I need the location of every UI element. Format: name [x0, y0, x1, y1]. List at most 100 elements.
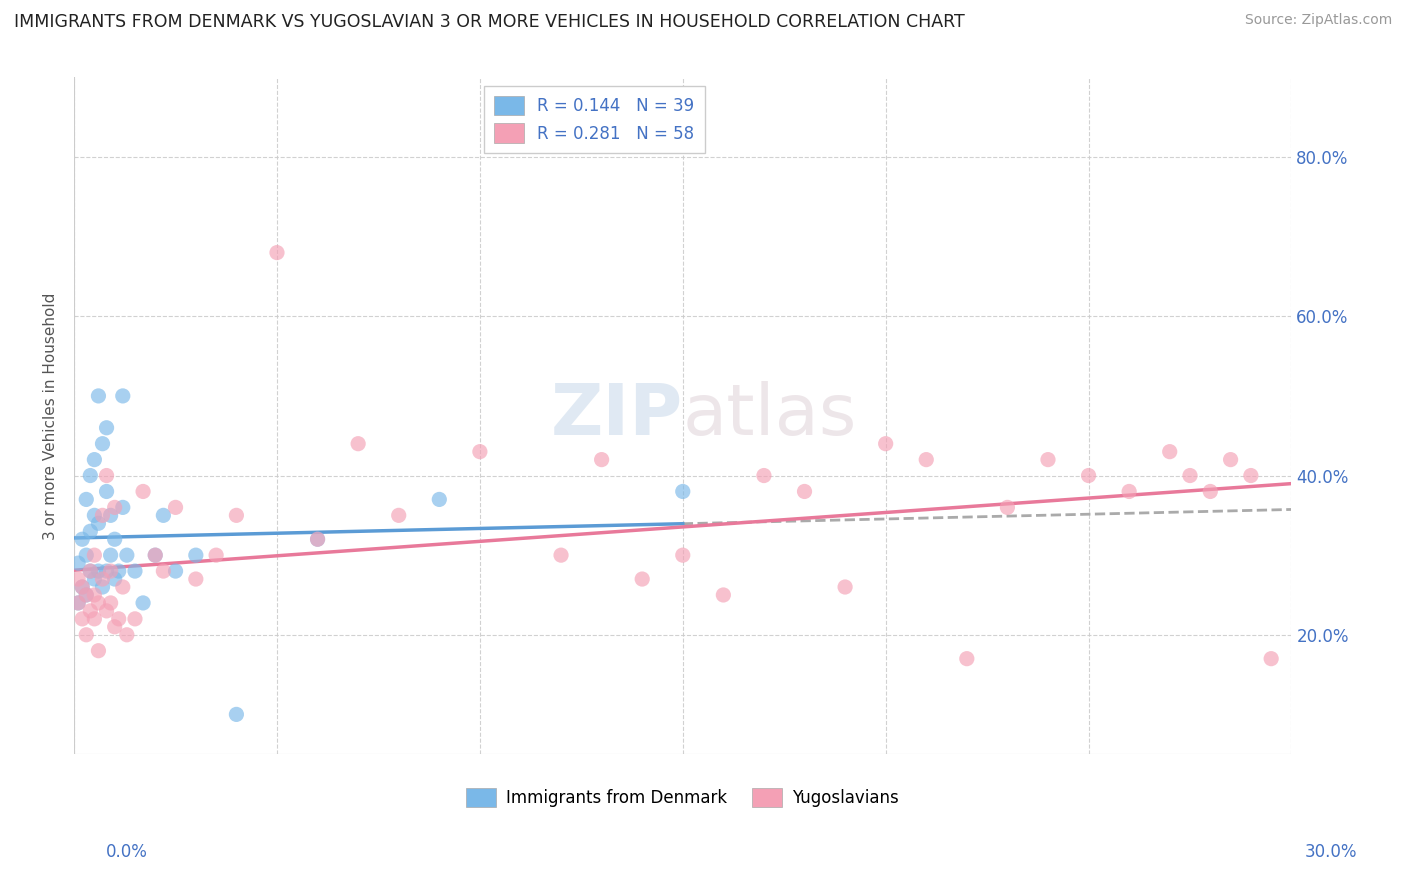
Point [1036, 452, 1059, 467]
Point [79, 524, 101, 539]
Legend: Immigrants from Denmark, Yugoslavians: Immigrants from Denmark, Yugoslavians [460, 781, 905, 814]
Point [75, 588, 97, 602]
Text: IMMIGRANTS FROM DENMARK VS YUGOSLAVIAN 3 OR MORE VEHICLES IN HOUSEHOLD CORRELATI: IMMIGRANTS FROM DENMARK VS YUGOSLAVIAN 3… [14, 13, 965, 31]
Point [997, 500, 1019, 515]
Point [143, 548, 166, 562]
Point [672, 484, 695, 499]
Point [225, 707, 247, 722]
Point [225, 508, 247, 523]
Point [83, 508, 105, 523]
Text: atlas: atlas [683, 381, 858, 450]
Point [79, 564, 101, 578]
Point [70, 580, 93, 594]
Point [104, 572, 127, 586]
Point [75, 628, 97, 642]
Point [152, 564, 174, 578]
Point [132, 596, 155, 610]
Point [1260, 651, 1282, 665]
Point [143, 548, 166, 562]
Point [152, 508, 174, 523]
Point [875, 436, 897, 450]
Point [388, 508, 411, 523]
Point [956, 651, 979, 665]
Point [87, 564, 110, 578]
Point [184, 548, 207, 562]
Point [132, 484, 155, 499]
Point [111, 500, 134, 515]
Point [96, 564, 118, 578]
Point [83, 572, 105, 586]
Point [347, 436, 370, 450]
Text: 30.0%: 30.0% [1305, 843, 1357, 861]
Point [67, 596, 90, 610]
Point [83, 548, 105, 562]
Point [91, 508, 114, 523]
Point [100, 564, 122, 578]
Point [83, 612, 105, 626]
Point [834, 580, 856, 594]
Point [75, 588, 97, 602]
Point [100, 548, 122, 562]
Point [468, 444, 491, 458]
Point [1240, 468, 1263, 483]
Point [79, 564, 101, 578]
Point [107, 612, 129, 626]
Point [205, 548, 228, 562]
Point [124, 612, 146, 626]
Point [70, 612, 93, 626]
Text: ZIP: ZIP [551, 381, 683, 450]
Point [711, 588, 734, 602]
Point [1077, 468, 1099, 483]
Text: 0.0%: 0.0% [105, 843, 148, 861]
Point [79, 604, 101, 618]
Point [70, 580, 93, 594]
Point [165, 500, 187, 515]
Y-axis label: 3 or more Vehicles in Household: 3 or more Vehicles in Household [44, 293, 58, 540]
Point [672, 548, 695, 562]
Point [83, 588, 105, 602]
Text: Source: ZipAtlas.com: Source: ZipAtlas.com [1244, 13, 1392, 28]
Point [115, 548, 138, 562]
Point [100, 596, 122, 610]
Point [67, 556, 90, 570]
Point [100, 508, 122, 523]
Point [1178, 468, 1201, 483]
Point [67, 572, 90, 586]
Point [111, 389, 134, 403]
Point [104, 533, 127, 547]
Point [915, 452, 938, 467]
Point [752, 468, 775, 483]
Point [67, 596, 90, 610]
Point [91, 436, 114, 450]
Point [550, 548, 572, 562]
Point [115, 628, 138, 642]
Point [96, 468, 118, 483]
Point [79, 468, 101, 483]
Point [307, 533, 329, 547]
Point [1219, 452, 1241, 467]
Point [70, 533, 93, 547]
Point [104, 500, 127, 515]
Point [75, 492, 97, 507]
Point [266, 245, 288, 260]
Point [91, 572, 114, 586]
Point [793, 484, 815, 499]
Point [107, 564, 129, 578]
Point [87, 389, 110, 403]
Point [1159, 444, 1181, 458]
Point [75, 548, 97, 562]
Point [124, 564, 146, 578]
Point [91, 580, 114, 594]
Point [427, 492, 450, 507]
Point [184, 572, 207, 586]
Point [96, 604, 118, 618]
Point [104, 620, 127, 634]
Point [96, 484, 118, 499]
Point [591, 452, 613, 467]
Point [307, 533, 329, 547]
Point [1118, 484, 1140, 499]
Point [96, 421, 118, 435]
Point [1199, 484, 1222, 499]
Point [631, 572, 654, 586]
Point [83, 452, 105, 467]
